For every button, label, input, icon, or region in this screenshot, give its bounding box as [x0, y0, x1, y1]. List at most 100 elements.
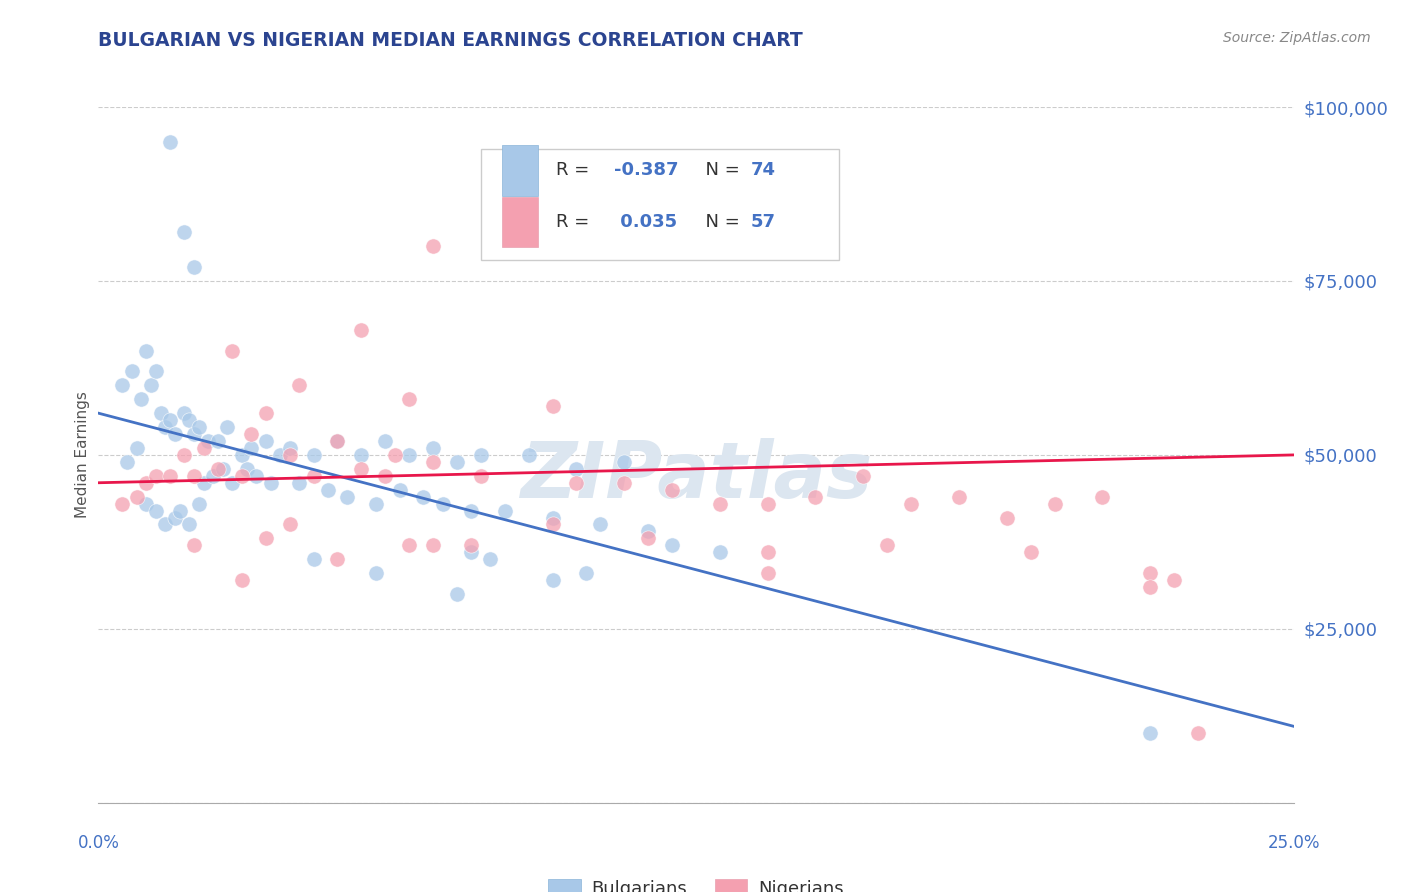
Point	[1187, 726, 1209, 740]
Point	[155, 420, 177, 434]
Point	[470, 448, 492, 462]
Point	[350, 448, 373, 462]
Point	[565, 462, 588, 476]
Point	[183, 538, 205, 552]
Point	[259, 475, 281, 490]
Point	[517, 204, 540, 219]
Text: -0.387: -0.387	[613, 161, 678, 179]
Text: 57: 57	[751, 212, 776, 231]
Point	[240, 441, 263, 455]
Point	[541, 517, 564, 532]
Point	[613, 455, 636, 469]
Point	[900, 497, 922, 511]
Point	[254, 532, 277, 546]
Point	[235, 462, 257, 476]
Point	[135, 497, 157, 511]
Point	[637, 524, 659, 539]
Text: N =: N =	[693, 212, 745, 231]
Point	[121, 364, 143, 378]
Point	[661, 483, 683, 497]
Point	[173, 406, 195, 420]
Point	[326, 552, 349, 566]
Point	[131, 392, 153, 407]
Point	[756, 545, 779, 559]
Point	[183, 427, 205, 442]
Point	[278, 517, 301, 532]
Point	[207, 434, 229, 448]
Point	[173, 448, 195, 462]
Point	[388, 483, 411, 497]
Point	[149, 406, 172, 420]
Point	[517, 448, 540, 462]
Point	[364, 566, 387, 581]
Text: Source: ZipAtlas.com: Source: ZipAtlas.com	[1223, 31, 1371, 45]
Point	[145, 503, 167, 517]
Point	[135, 343, 157, 358]
Point	[207, 462, 229, 476]
Point	[852, 468, 875, 483]
Point	[302, 552, 325, 566]
Point	[422, 455, 444, 469]
Text: R =: R =	[557, 161, 595, 179]
Text: 0.0%: 0.0%	[77, 834, 120, 852]
Point	[1139, 726, 1161, 740]
Point	[637, 532, 659, 546]
Point	[422, 441, 444, 455]
Point	[565, 475, 588, 490]
Point	[589, 517, 612, 532]
Point	[446, 455, 468, 469]
Point	[159, 135, 181, 149]
Point	[169, 503, 191, 517]
Point	[187, 497, 209, 511]
Legend: Bulgarians, Nigerians: Bulgarians, Nigerians	[541, 871, 851, 892]
Point	[398, 392, 420, 407]
Point	[221, 343, 243, 358]
Point	[111, 497, 134, 511]
Point	[541, 573, 564, 587]
Point	[125, 490, 148, 504]
Point	[125, 441, 148, 455]
Text: 0.035: 0.035	[613, 212, 676, 231]
Point	[364, 497, 387, 511]
Point	[422, 239, 444, 253]
Point	[384, 448, 406, 462]
Point	[278, 441, 301, 455]
Point	[1139, 566, 1161, 581]
Point	[575, 566, 598, 581]
Point	[159, 413, 181, 427]
FancyBboxPatch shape	[502, 145, 538, 195]
Point	[541, 510, 564, 524]
FancyBboxPatch shape	[502, 196, 538, 247]
Point	[470, 468, 492, 483]
Point	[145, 468, 167, 483]
Point	[613, 475, 636, 490]
Point	[432, 497, 454, 511]
Point	[326, 434, 349, 448]
Point	[231, 468, 253, 483]
Text: N =: N =	[693, 161, 745, 179]
Text: 25.0%: 25.0%	[1267, 834, 1320, 852]
Point	[374, 468, 396, 483]
Point	[422, 538, 444, 552]
Point	[876, 538, 898, 552]
Point	[139, 378, 162, 392]
Point	[155, 517, 177, 532]
Point	[231, 573, 253, 587]
Point	[302, 448, 325, 462]
Point	[350, 462, 373, 476]
Point	[350, 323, 373, 337]
Point	[460, 538, 482, 552]
Point	[163, 427, 186, 442]
Point	[661, 538, 683, 552]
Point	[460, 503, 482, 517]
Point	[412, 490, 434, 504]
Point	[197, 434, 219, 448]
Point	[231, 448, 253, 462]
Point	[302, 468, 325, 483]
Point	[245, 468, 267, 483]
Point	[1163, 573, 1185, 587]
Point	[193, 441, 215, 455]
Point	[336, 490, 359, 504]
Point	[804, 490, 827, 504]
Text: ZIPatlas: ZIPatlas	[520, 438, 872, 514]
